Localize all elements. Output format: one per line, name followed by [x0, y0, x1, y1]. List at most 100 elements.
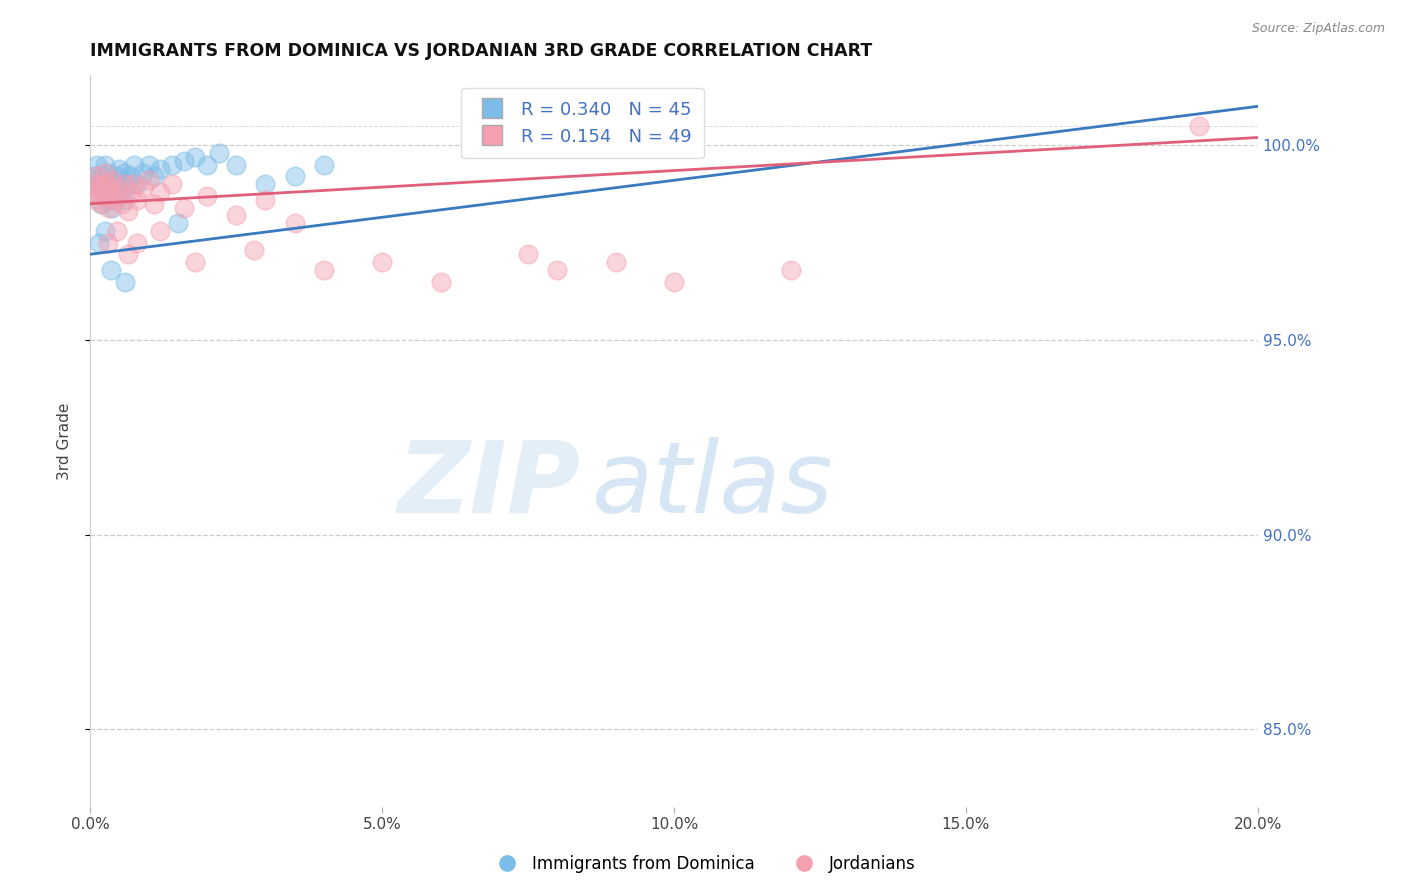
- Point: [546, 262, 568, 277]
- Point: [114, 177, 136, 191]
- Point: [122, 177, 145, 191]
- Point: [94, 158, 117, 172]
- Point: [86, 169, 108, 184]
- Point: [111, 196, 134, 211]
- Point: [101, 201, 124, 215]
- Point: [97, 165, 120, 179]
- Point: [195, 189, 218, 203]
- Point: [108, 189, 131, 203]
- Point: [605, 255, 627, 269]
- Point: [132, 165, 155, 179]
- Point: [97, 235, 120, 250]
- Point: [101, 173, 124, 187]
- Text: ZIP: ZIP: [398, 436, 581, 533]
- Point: [94, 165, 117, 179]
- Point: [149, 224, 172, 238]
- Point: [125, 235, 148, 250]
- Point: [97, 201, 120, 215]
- Point: [90, 196, 112, 211]
- Legend: R = 0.340   N = 45, R = 0.154   N = 49: R = 0.340 N = 45, R = 0.154 N = 49: [461, 88, 704, 158]
- Point: [84, 177, 107, 191]
- Point: [105, 224, 128, 238]
- Point: [94, 224, 117, 238]
- Point: [100, 173, 122, 187]
- Point: [184, 255, 207, 269]
- Text: Source: ZipAtlas.com: Source: ZipAtlas.com: [1251, 22, 1385, 36]
- Point: [143, 196, 166, 211]
- Point: [91, 181, 114, 195]
- Point: [225, 158, 247, 172]
- Point: [114, 275, 136, 289]
- Point: [90, 169, 112, 184]
- Point: [312, 262, 335, 277]
- Point: [125, 193, 148, 207]
- Point: [662, 275, 685, 289]
- Point: [160, 158, 183, 172]
- Point: [122, 158, 145, 172]
- Point: [284, 216, 307, 230]
- Point: [107, 181, 129, 195]
- Point: [100, 185, 122, 199]
- Point: [117, 177, 139, 191]
- Text: IMMIGRANTS FROM DOMINICA VS JORDANIAN 3RD GRADE CORRELATION CHART: IMMIGRANTS FROM DOMINICA VS JORDANIAN 3R…: [90, 42, 873, 60]
- Point: [173, 153, 195, 168]
- Point: [138, 173, 160, 187]
- Point: [1188, 119, 1211, 133]
- Point: [84, 193, 107, 207]
- Point: [96, 177, 118, 191]
- Point: [87, 235, 110, 250]
- Point: [254, 177, 277, 191]
- Point: [284, 169, 307, 184]
- Point: [84, 169, 107, 184]
- Point: [84, 185, 107, 199]
- Point: [105, 169, 128, 184]
- Point: [173, 201, 195, 215]
- Point: [105, 181, 128, 195]
- Point: [166, 216, 188, 230]
- Point: [90, 196, 112, 211]
- Y-axis label: 3rd Grade: 3rd Grade: [58, 402, 72, 480]
- Point: [143, 169, 166, 184]
- Point: [82, 185, 104, 199]
- Point: [149, 161, 172, 176]
- Point: [108, 161, 131, 176]
- Point: [110, 173, 132, 187]
- Point: [91, 185, 114, 199]
- Point: [225, 208, 247, 222]
- Point: [517, 247, 540, 261]
- Point: [104, 189, 127, 203]
- Point: [132, 181, 155, 195]
- Point: [184, 150, 207, 164]
- Point: [149, 185, 172, 199]
- Point: [195, 158, 218, 172]
- Point: [312, 158, 335, 172]
- Point: [112, 165, 135, 179]
- Point: [90, 177, 112, 191]
- Point: [242, 244, 264, 258]
- Point: [254, 193, 277, 207]
- Point: [111, 185, 134, 199]
- Legend: Immigrants from Dominica, Jordanians: Immigrants from Dominica, Jordanians: [484, 848, 922, 880]
- Point: [103, 177, 125, 191]
- Point: [120, 169, 142, 184]
- Point: [96, 189, 118, 203]
- Point: [87, 185, 110, 199]
- Point: [97, 193, 120, 207]
- Point: [100, 262, 122, 277]
- Point: [138, 158, 160, 172]
- Point: [125, 177, 148, 191]
- Point: [103, 193, 125, 207]
- Point: [371, 255, 394, 269]
- Point: [97, 177, 120, 191]
- Point: [120, 185, 142, 199]
- Point: [160, 177, 183, 191]
- Point: [117, 247, 139, 261]
- Point: [208, 146, 231, 161]
- Point: [114, 193, 136, 207]
- Point: [117, 204, 139, 219]
- Text: atlas: atlas: [592, 436, 834, 533]
- Point: [779, 262, 801, 277]
- Point: [86, 158, 108, 172]
- Point: [87, 177, 110, 191]
- Point: [429, 275, 451, 289]
